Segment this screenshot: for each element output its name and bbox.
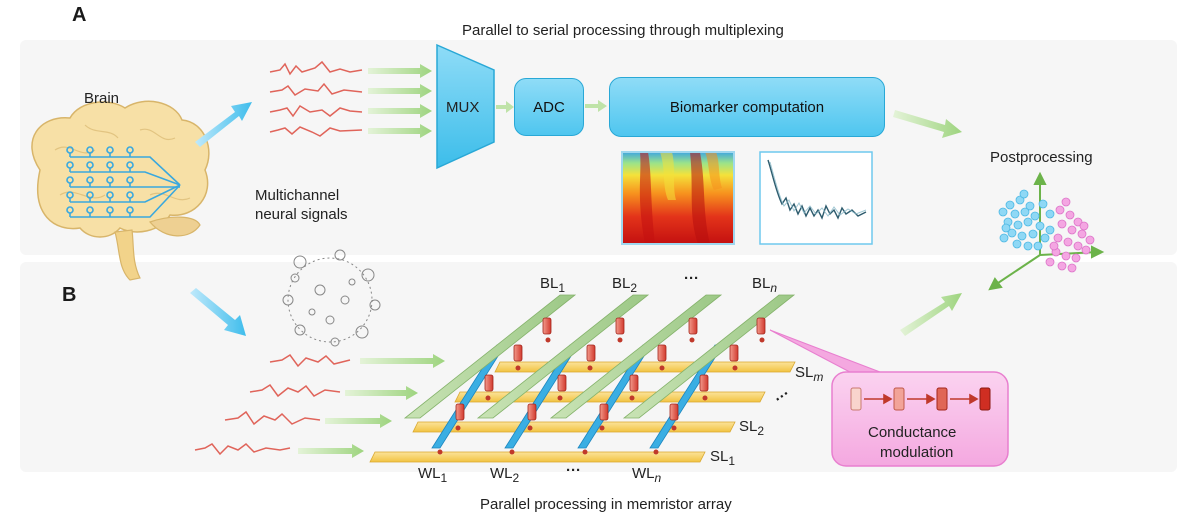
- memristor-cells: [437, 317, 766, 455]
- bl-dots: ···: [684, 270, 699, 287]
- biomarker-block: Biomarker computation: [609, 77, 885, 137]
- conductance-box: [831, 371, 1009, 467]
- bl1-label: BL1: [540, 275, 566, 295]
- column-plates: [431, 344, 724, 449]
- power-spectrum-plot: [759, 151, 873, 245]
- conductance-sequence: [850, 387, 991, 411]
- postprocessing-scatter: [988, 171, 1105, 291]
- biomarker-label: Biomarker computation: [669, 98, 825, 116]
- wln-label: WLn: [632, 465, 662, 485]
- panel-a-title: Parallel to serial processing through mu…: [462, 22, 784, 39]
- adc-to-biomarker-arrow: [585, 100, 607, 112]
- signals-label-line2: neural signals: [255, 206, 348, 223]
- conductance-line2: modulation: [880, 444, 954, 461]
- adc-block: ADC: [514, 78, 584, 136]
- conductance-line1: Conductance: [868, 424, 957, 441]
- brain-to-array-arrow: [190, 288, 246, 336]
- bit-lines: [403, 294, 796, 419]
- mux-label: MUX: [446, 99, 480, 116]
- adc-label: ADC: [533, 98, 565, 116]
- cluster-pink: [1045, 197, 1095, 273]
- sl1-label: SL1: [710, 448, 736, 468]
- mux-block: [436, 43, 495, 170]
- brain-illustration: [31, 100, 210, 281]
- bl2-label: BL2: [612, 275, 638, 295]
- bln-label: BLn: [752, 275, 778, 295]
- slm-label: SLm: [795, 364, 824, 384]
- sl2-label: SL2: [739, 418, 765, 438]
- sparse-signal-glyph: [282, 249, 381, 347]
- signals-label-line1: Multichannel: [255, 187, 340, 204]
- panel-b-label: B: [62, 284, 77, 306]
- brain-to-signals-arrow: [195, 102, 252, 147]
- brain-label: Brain: [84, 90, 120, 107]
- spectrogram-plot: [621, 151, 735, 245]
- electrode-grid: [66, 146, 181, 218]
- postprocessing-label: Postprocessing: [990, 149, 1093, 166]
- signal-traces-a: [269, 60, 363, 137]
- mux-to-adc-arrow: [496, 101, 514, 113]
- b-to-post-arrow: [900, 293, 962, 336]
- signal-arrows-a: [368, 64, 432, 138]
- signal-traces-b: [194, 353, 351, 456]
- a-to-post-arrow: [893, 110, 962, 138]
- cluster-blue: [998, 189, 1055, 251]
- wl-dots: ···: [566, 462, 581, 479]
- signal-arrows-b: [298, 354, 445, 458]
- panel-b-title: Parallel processing in memristor array: [480, 496, 732, 513]
- panel-a-background: [20, 40, 1177, 255]
- wl1-label: WL1: [418, 465, 448, 485]
- panel-a-label: A: [72, 4, 87, 26]
- wl2-label: WL2: [490, 465, 520, 485]
